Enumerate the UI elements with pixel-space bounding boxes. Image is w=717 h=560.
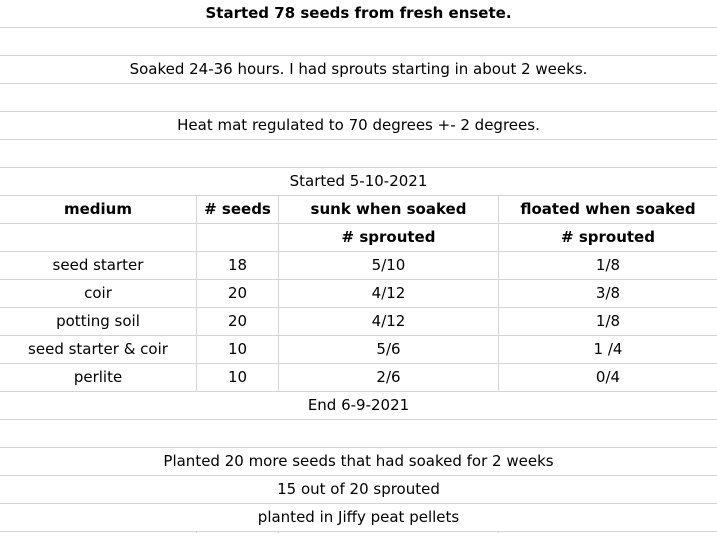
blank-row (0, 140, 717, 168)
followup-pellets: planted in Jiffy peat pellets (257, 508, 460, 526)
followup-row: Planted 20 more seeds that had soaked fo… (0, 448, 717, 476)
cell-seeds: 18 (196, 252, 278, 279)
cell-floated-sprouted: 0/4 (498, 364, 717, 391)
cell-floated-sprouted: 3/8 (498, 280, 717, 307)
cell-medium: coir (84, 284, 112, 302)
followup-row: 15 out of 20 sprouted (0, 476, 717, 504)
followup-planted: Planted 20 more seeds that had soaked fo… (163, 452, 554, 470)
blank-row (0, 420, 717, 448)
followup-row: planted in Jiffy peat pellets (0, 504, 717, 532)
cell-seeds: 10 (196, 336, 278, 363)
cell-floated-sprouted: 1/8 (498, 252, 717, 279)
table-row: potting soil 20 4/12 1/8 (0, 308, 717, 336)
heat-row: Heat mat regulated to 70 degrees +- 2 de… (0, 112, 717, 140)
soak-row: Soaked 24-36 hours. I had sprouts starti… (0, 56, 717, 84)
blank-row (0, 84, 717, 112)
cell-medium: seed starter (52, 256, 144, 274)
header-sunk: sunk when soaked (278, 196, 498, 223)
table-row: seed starter & coir 10 5/6 1 /4 (0, 336, 717, 364)
cell-seeds: 10 (196, 364, 278, 391)
spreadsheet: Started 78 seeds from fresh ensete. Soak… (0, 0, 717, 533)
subheader-medium (0, 224, 196, 251)
followup-sprouted: 15 out of 20 sprouted (277, 480, 440, 498)
start-date: Started 5-10-2021 (289, 172, 428, 190)
heat-note: Heat mat regulated to 70 degrees +- 2 de… (177, 116, 540, 134)
cell-seeds: 20 (196, 280, 278, 307)
cell-sunk-sprouted: 5/10 (278, 252, 498, 279)
cell-floated-sprouted: 1 /4 (498, 336, 717, 363)
started-row: Started 5-10-2021 (0, 168, 717, 196)
blank-row (0, 28, 717, 56)
cell-sunk-sprouted: 4/12 (278, 308, 498, 335)
header-seeds: # seeds (196, 196, 278, 223)
end-date: End 6-9-2021 (307, 396, 410, 414)
end-row: End 6-9-2021 (0, 392, 717, 420)
subheader-seeds (196, 224, 278, 251)
table-row: perlite 10 2/6 0/4 (0, 364, 717, 392)
header-medium: medium (64, 200, 132, 218)
table-subheader-row: # sprouted # sprouted (0, 224, 717, 252)
table-header-row: medium # seeds sunk when soaked floated … (0, 196, 717, 224)
cell-medium: seed starter & coir (28, 340, 168, 358)
cell-sunk-sprouted: 4/12 (278, 280, 498, 307)
table-row: coir 20 4/12 3/8 (0, 280, 717, 308)
cell-sunk-sprouted: 5/6 (278, 336, 498, 363)
cell-medium: perlite (73, 368, 123, 386)
cell-seeds: 20 (196, 308, 278, 335)
table-row: seed starter 18 5/10 1/8 (0, 252, 717, 280)
subheader-sunk-sprouted: # sprouted (278, 224, 498, 251)
blank-row (0, 532, 717, 560)
soak-note: Soaked 24-36 hours. I had sprouts starti… (129, 60, 588, 78)
cell-floated-sprouted: 1/8 (498, 308, 717, 335)
sheet-title: Started 78 seeds from fresh ensete. (205, 4, 512, 22)
cell-medium: potting soil (56, 312, 140, 330)
cell-sunk-sprouted: 2/6 (278, 364, 498, 391)
subheader-floated-sprouted: # sprouted (498, 224, 717, 251)
title-row: Started 78 seeds from fresh ensete. (0, 0, 717, 28)
header-floated: floated when soaked (498, 196, 717, 223)
